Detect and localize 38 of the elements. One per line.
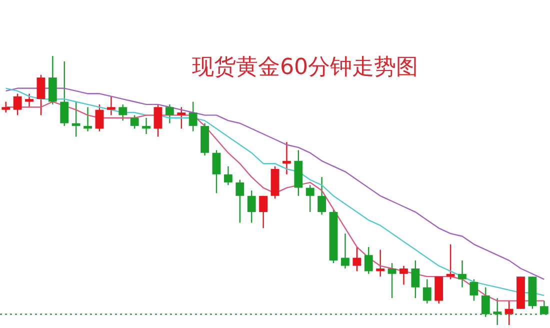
candlestick bbox=[504, 300, 514, 326]
candlestick bbox=[25, 93, 34, 108]
candlestick bbox=[470, 278, 478, 302]
candlestick bbox=[142, 117, 150, 135]
candlestick bbox=[188, 101, 198, 132]
candlestick bbox=[411, 260, 420, 299]
candlestick bbox=[481, 286, 490, 318]
candlestick bbox=[400, 265, 408, 286]
chart-title: 现货黄金60分钟走势图 bbox=[191, 54, 419, 82]
candlestick bbox=[236, 179, 244, 224]
candlestick bbox=[154, 104, 162, 138]
candlestick bbox=[540, 300, 548, 315]
candlestick bbox=[36, 74, 46, 116]
candlestick bbox=[224, 166, 232, 186]
candlestick bbox=[282, 141, 291, 175]
candlestick bbox=[177, 106, 186, 130]
candlestick bbox=[341, 232, 350, 270]
candlestick bbox=[130, 114, 139, 130]
candlestick bbox=[106, 96, 116, 116]
candlestick bbox=[388, 262, 396, 299]
candlestick bbox=[60, 60, 69, 127]
candlestick bbox=[364, 246, 373, 274]
candlestick bbox=[247, 190, 256, 224]
candlestick bbox=[458, 260, 466, 288]
candlestick bbox=[306, 184, 314, 213]
candlestick bbox=[13, 93, 22, 116]
candlestick bbox=[212, 150, 221, 194]
candlestick bbox=[422, 278, 432, 304]
candlestick bbox=[2, 101, 10, 114]
candlestick bbox=[259, 195, 268, 229]
candlestick bbox=[118, 104, 128, 122]
candlestick bbox=[84, 106, 92, 132]
candlestick bbox=[318, 176, 326, 216]
candlestick bbox=[95, 104, 104, 132]
candlestick bbox=[352, 246, 362, 272]
candlestick bbox=[72, 101, 80, 138]
candlestick bbox=[165, 104, 174, 124]
candlestick bbox=[376, 249, 385, 278]
